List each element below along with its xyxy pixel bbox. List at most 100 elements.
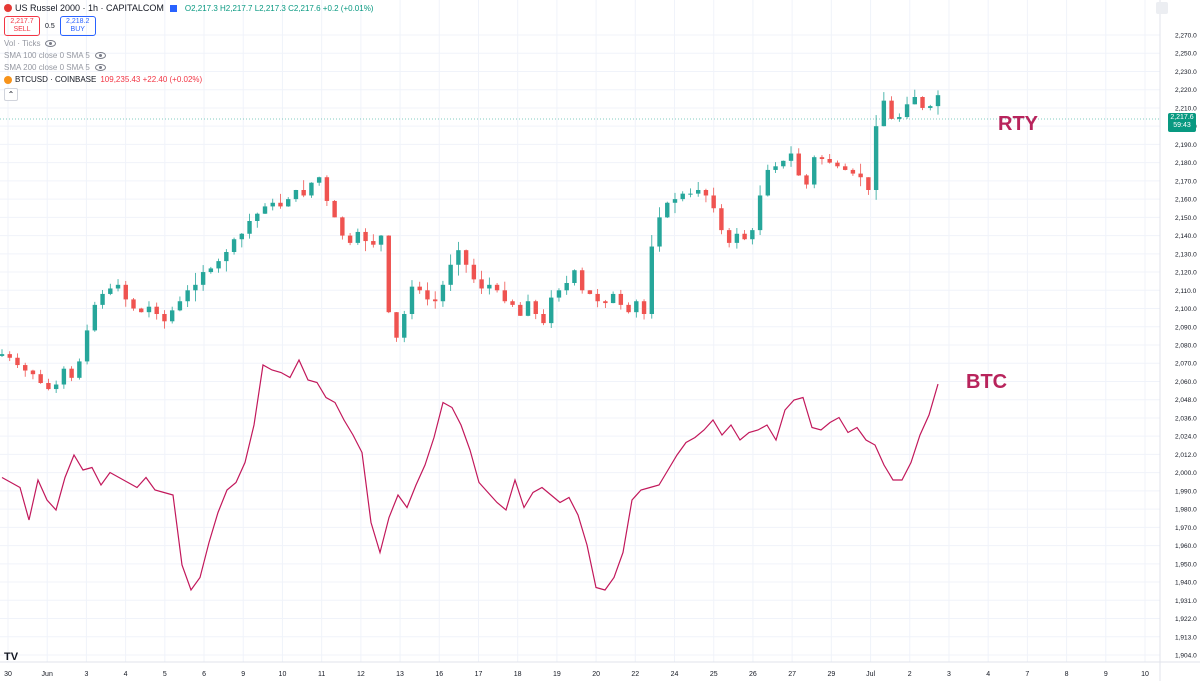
candle-body [665, 202, 670, 218]
candle-body [719, 208, 724, 231]
candle-body [734, 233, 740, 243]
candle-body [533, 301, 538, 314]
candle-body [123, 284, 128, 300]
candle-body [471, 264, 477, 280]
candle-body [657, 217, 662, 247]
sell-button[interactable]: 2,217.7 SELL [4, 16, 40, 36]
candle-body [146, 306, 152, 313]
candle-body [819, 157, 825, 159]
x-tick-label: 19 [553, 671, 561, 678]
y-tick-label: 2,130.0 [1175, 251, 1197, 258]
candle-body [69, 368, 74, 378]
candle-body [177, 301, 183, 311]
buy-button[interactable]: 2,218.2 BUY [59, 16, 96, 36]
spread: 0.5 [45, 22, 55, 30]
symbol-title[interactable]: US Russel 2000 · 1h · CAPITALCOM [15, 3, 164, 13]
y-tick-label: 2,110.0 [1175, 288, 1197, 295]
time-axis[interactable]: 30 Jun 3 4 5 6 9 10 11 12 13 16 17 18 19 20 22 24 25 26 27 29… [0, 661, 1200, 678]
candle-body [216, 261, 221, 269]
y-tick-label: 2,080.0 [1175, 343, 1197, 350]
candle-body [92, 304, 98, 331]
candle-body [332, 200, 337, 218]
indicator-sma200[interactable]: SMA 200 close 0 SMA 5 [4, 63, 106, 72]
y-tick-label: 2,140.0 [1175, 233, 1197, 240]
y-tick-label: 2,270.0 [1175, 33, 1197, 40]
candle-body [904, 104, 910, 118]
y-tick-label: 2,150.0 [1175, 215, 1197, 222]
y-tick-label: 2,120.0 [1175, 270, 1197, 277]
collapse-legend-button[interactable]: ⌃ [4, 88, 18, 101]
candle-body [108, 288, 113, 294]
buy-price: 2,218.2 [66, 18, 90, 25]
sell-label: SELL [13, 26, 31, 33]
candle-body [324, 177, 330, 201]
symbol-icon [4, 4, 12, 12]
candle-body [255, 213, 260, 221]
x-tick-label: 13 [396, 671, 404, 678]
indicator-sma100[interactable]: SMA 100 close 0 SMA 5 [4, 51, 106, 60]
y-tick-label: 1,904.0 [1175, 653, 1197, 660]
y-tick-label: 2,160.0 [1175, 197, 1197, 204]
x-tick-label: 10 [279, 671, 287, 678]
candle-body [881, 100, 887, 127]
candle-body [139, 308, 144, 313]
candle-body [765, 169, 771, 196]
candle-body [711, 195, 716, 209]
x-tick-label: 20 [592, 671, 600, 678]
candle-body [208, 268, 214, 273]
candle-body [371, 241, 376, 245]
candle-body [928, 106, 933, 108]
x-tick-label: 9 [241, 671, 245, 678]
candle-body [169, 310, 175, 322]
x-tick-label: 18 [514, 671, 522, 678]
y-tick-label: 2,024.0 [1175, 434, 1197, 441]
y-tick-label: 2,250.0 [1175, 51, 1197, 58]
candle-body [463, 250, 469, 265]
candle-body [487, 284, 492, 289]
x-tick-label: 3 [947, 671, 951, 678]
x-tick-label: 25 [710, 671, 718, 678]
candle-body [425, 290, 430, 300]
candle-body [440, 284, 446, 302]
x-tick-label: Jul [866, 671, 875, 678]
candle-body [610, 293, 616, 304]
candle-body [456, 250, 461, 265]
candle-body [363, 231, 368, 242]
y-tick-label: 2,190.0 [1175, 142, 1197, 149]
candle-body [518, 304, 523, 316]
compare-label: BTCUSD · COINBASE [15, 75, 97, 84]
y-tick-label: 2,060.0 [1175, 379, 1197, 386]
bar-countdown: 59:43 [1173, 122, 1191, 129]
star-icon[interactable] [169, 4, 177, 12]
candle-body [804, 175, 809, 185]
y-tick-label: 1,950.0 [1175, 561, 1197, 568]
y-tick-label: 2,230.0 [1175, 69, 1197, 76]
candle-body [757, 195, 763, 231]
eye-icon[interactable] [94, 64, 106, 71]
indicator-vol[interactable]: Vol · Ticks [4, 39, 57, 48]
y-tick-label: 2,048.0 [1175, 397, 1197, 404]
y-tick-label: 2,000.0 [1175, 470, 1197, 477]
tradingview-logo[interactable]: TV [4, 651, 19, 663]
candle-body [835, 162, 840, 167]
candle-body [510, 301, 515, 305]
chevron-up-icon: ⌃ [7, 90, 15, 99]
y-tick-label: 1,990.0 [1175, 488, 1197, 495]
x-tick-label: 11 [318, 671, 325, 678]
candle-body [448, 264, 453, 285]
btc-annotation: BTC [966, 371, 1008, 393]
candle-body [200, 272, 206, 285]
candle-body [378, 235, 384, 245]
x-tick-label: 6 [202, 671, 206, 678]
candle-body [788, 153, 794, 161]
y-tick-label: 1,940.0 [1175, 580, 1197, 587]
eye-icon[interactable] [45, 40, 57, 47]
candle-body [262, 206, 268, 214]
price-axis[interactable]: 2,270.02,250.02,230.02,220.02,210.02,200… [1159, 0, 1197, 681]
settings-button[interactable] [1156, 2, 1168, 14]
compare-row[interactable]: BTCUSD · COINBASE 109,235.43 +22.40 (+0.… [4, 75, 202, 84]
eye-icon[interactable] [94, 52, 106, 59]
